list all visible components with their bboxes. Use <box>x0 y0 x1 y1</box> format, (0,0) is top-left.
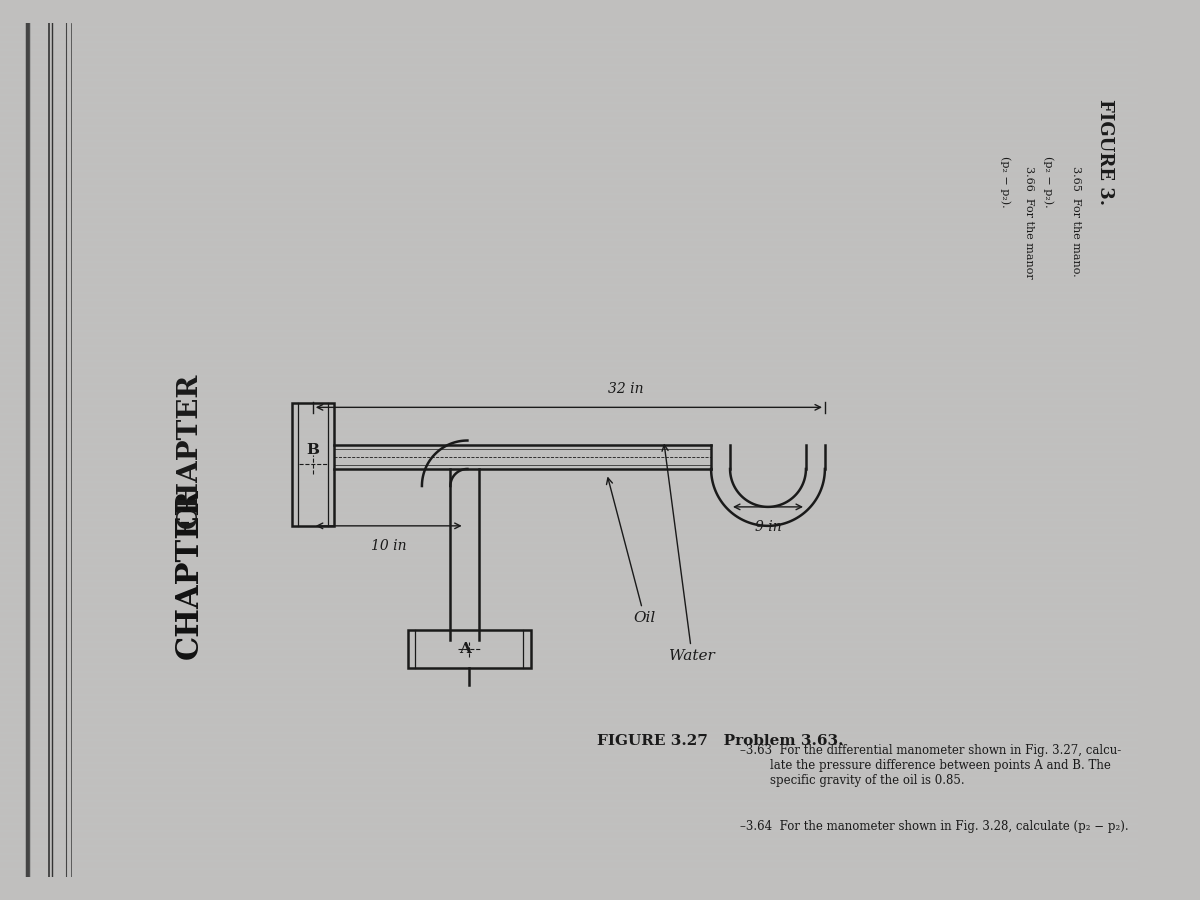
Text: CHAPTER: CHAPTER <box>176 373 203 527</box>
Text: (p₂ − p₂).: (p₂ − p₂). <box>1001 156 1010 208</box>
Text: A: A <box>458 642 470 656</box>
Text: 9 in: 9 in <box>755 520 781 535</box>
Text: 3.66  For the manor: 3.66 For the manor <box>1024 166 1034 278</box>
Text: 10 in: 10 in <box>371 539 407 554</box>
Text: (p₂ − p₂).: (p₂ − p₂). <box>1043 156 1054 208</box>
Text: Oil: Oil <box>606 478 656 626</box>
Text: –3.64  For the manometer shown in Fig. 3.28, calculate (p₂ − p₂).: –3.64 For the manometer shown in Fig. 3.… <box>739 820 1128 832</box>
Text: –3.63  For the differential manometer shown in Fig. 3.27, calcu-
        late th: –3.63 For the differential manometer sho… <box>739 744 1121 787</box>
Text: FIGURE 3.27   Problem 3.63.: FIGURE 3.27 Problem 3.63. <box>598 734 844 749</box>
Text: Water: Water <box>662 445 715 663</box>
Text: B: B <box>306 443 319 457</box>
Bar <box>408 630 530 668</box>
Bar <box>292 402 334 526</box>
Text: FIGURE 3.: FIGURE 3. <box>1096 99 1114 205</box>
Text: 3.65  For the mano.: 3.65 For the mano. <box>1072 166 1081 276</box>
Text: 32 in: 32 in <box>608 382 643 396</box>
Text: CHAPTER: CHAPTER <box>174 488 205 659</box>
